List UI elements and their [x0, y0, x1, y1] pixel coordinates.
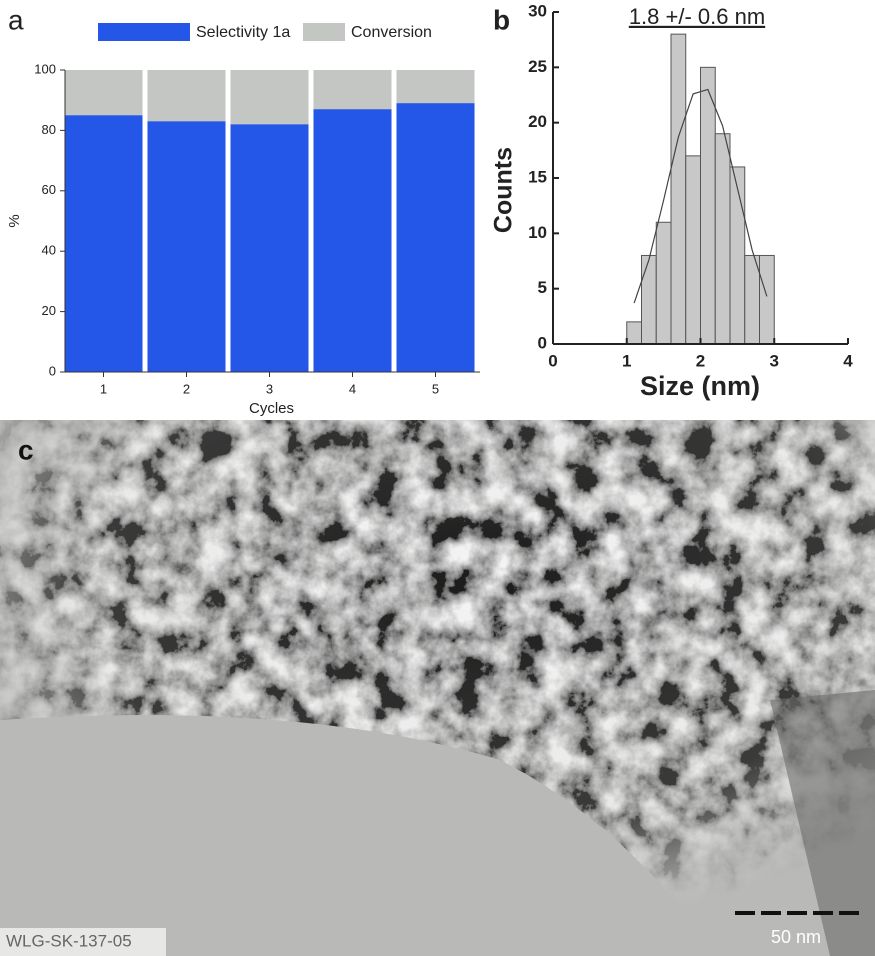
panel-label: a — [8, 4, 24, 35]
caption: WLG-SK-137-05 — [6, 931, 132, 950]
histogram-bar — [655, 221, 672, 345]
histogram-bar — [641, 254, 657, 345]
tem-image: c WLG-SK-137-05 50 nm — [0, 420, 875, 956]
bar — [396, 103, 475, 372]
x-tick-label: 4 — [843, 351, 853, 370]
y-tick-label: 40 — [42, 243, 56, 258]
y-tick-label: 30 — [528, 1, 547, 20]
y-tick-label: 25 — [528, 57, 547, 76]
legend-swatch — [303, 23, 345, 41]
x-tick-label: 1 — [100, 381, 107, 396]
histogram-bar — [729, 166, 746, 345]
legend-swatch — [98, 23, 190, 41]
panel-label: c — [18, 434, 34, 465]
x-tick-label: 3 — [770, 351, 779, 370]
y-axis-label: % — [6, 214, 23, 227]
y-tick-label: 20 — [42, 303, 56, 318]
bar — [147, 121, 226, 372]
scale-bar-label: 50 nm — [771, 927, 821, 947]
y-tick-label: 0 — [49, 363, 56, 378]
histogram-bar — [670, 33, 687, 345]
histogram-bar — [744, 254, 760, 345]
fit-curve — [633, 88, 768, 304]
chart-title: 1.8 +/- 0.6 nm — [629, 4, 765, 29]
y-axis-label: Counts — [490, 147, 518, 233]
x-axis-label: Size (nm) — [640, 371, 760, 401]
y-tick-label: 60 — [42, 182, 56, 197]
histogram-bar — [700, 66, 716, 345]
x-tick-label: 3 — [266, 381, 273, 396]
y-tick-label: 0 — [538, 333, 547, 352]
y-tick-label: 80 — [42, 122, 56, 137]
y-tick-label: 20 — [528, 112, 547, 131]
bar — [230, 124, 309, 372]
x-tick-label: 5 — [432, 381, 439, 396]
histogram-bar — [626, 321, 642, 345]
x-tick-label: 0 — [548, 351, 557, 370]
bar — [64, 115, 143, 373]
legend-label: Selectivity 1a — [196, 24, 290, 41]
y-tick-label: 5 — [538, 278, 547, 297]
panel-label: b — [493, 4, 510, 35]
histogram-bar — [714, 133, 731, 345]
y-tick-label: 15 — [528, 167, 547, 186]
y-tick-label: 10 — [528, 223, 547, 242]
y-tick-label: 100 — [34, 61, 56, 76]
x-tick-label: 4 — [349, 381, 356, 396]
x-axis-label: Cycles — [249, 400, 294, 417]
histogram-bar — [759, 254, 775, 345]
histogram-bar — [685, 155, 701, 345]
legend-label: Conversion — [351, 24, 432, 41]
x-tick-label: 1 — [622, 351, 631, 370]
x-tick-label: 2 — [183, 381, 190, 396]
chart-a: a 0 20 40 60 80 100 1 2 3 4 5 Cycles% Selectivity 1a… — [6, 4, 480, 417]
chart-b: b 0 5 10 15 20 25 30 0 1 2 3 4 1.8 +/- 0.6 nm Size (n… — [490, 1, 854, 401]
x-tick-label: 2 — [696, 351, 705, 370]
bar — [313, 109, 392, 372]
